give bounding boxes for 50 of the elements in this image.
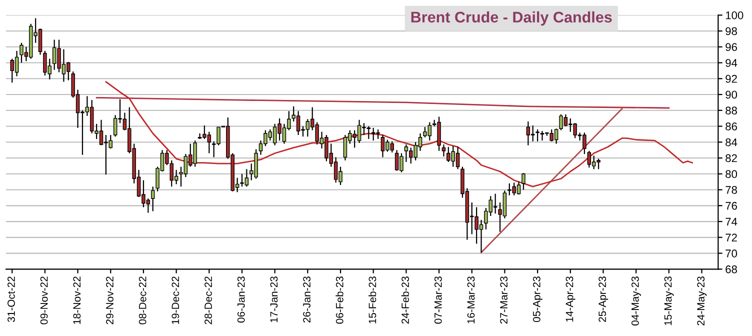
candlestick (150, 186, 155, 212)
y-tick-label: 94 (726, 59, 738, 67)
candlestick (526, 120, 530, 146)
x-tick-label: 15-Feb-23 (368, 276, 376, 324)
y-tick-label: 76 (726, 202, 737, 210)
x-tick-label: 19-Dec-22 (172, 276, 180, 324)
y-tick-label: 84 (726, 138, 738, 146)
x-tick-label: 14-Apr-23 (566, 276, 576, 322)
x-tick-label: 17-Jan-23 (270, 276, 278, 322)
candlestick (404, 144, 408, 163)
candlestick (536, 128, 540, 142)
x-tick-label: 28-Dec-22 (204, 276, 212, 324)
candlestick (530, 124, 535, 142)
x-tick-label: 06-Feb-23 (336, 276, 344, 324)
x-tick-label: 18-Nov-22 (73, 276, 81, 324)
x-tick-label: 27-Mar-23 (500, 276, 508, 324)
y-tick-label: 70 (726, 250, 738, 258)
y-tick-label: 92 (726, 74, 737, 83)
x-tick-label: 07-Mar-23 (434, 276, 442, 324)
x-tick-label: 15-May-23 (664, 276, 674, 326)
x-tick-label: 16-Mar-23 (467, 276, 475, 324)
x-tick-label: 31-Oct-22 (8, 276, 15, 322)
y-tick-label: 82 (726, 154, 737, 162)
x-tick-label: 05-Apr-23 (532, 276, 542, 322)
x-tick-label: 06-Jan-23 (237, 276, 245, 323)
y-tick-label: 100 (726, 11, 744, 20)
candlestick (522, 172, 526, 190)
x-tick-label: 24-May-23 (697, 276, 707, 326)
y-tick-label: 72 (726, 234, 737, 242)
y-tick-label: 86 (726, 122, 737, 130)
line-series (105, 81, 694, 188)
x-tick-label: 26-Jan-23 (303, 276, 310, 322)
y-tick-label: 68 (726, 265, 737, 274)
y-tick-label: 74 (726, 218, 738, 226)
chart-title: Brent Crude - Daily Candles (411, 11, 612, 26)
x-tick-label: 09-Nov-22 (40, 276, 48, 324)
x-tick-label: 08-Dec-22 (138, 276, 146, 324)
y-tick-label: 98 (726, 27, 737, 36)
y-tick-label: 96 (726, 43, 737, 52)
y-tick-label: 80 (726, 170, 738, 178)
y-tick-label: 78 (726, 186, 737, 194)
x-tick-label: 04-May-23 (631, 276, 641, 326)
x-tick-label: 25-Apr-23 (598, 276, 608, 322)
y-tick-label: 90 (726, 90, 738, 99)
candlestick (493, 193, 498, 214)
y-tick-label: 88 (726, 106, 737, 115)
line-series (96, 96, 670, 109)
x-tick-label: 24-Feb-23 (401, 276, 409, 324)
candlestick (587, 150, 592, 168)
x-tick-label: 29-Nov-22 (106, 276, 114, 324)
